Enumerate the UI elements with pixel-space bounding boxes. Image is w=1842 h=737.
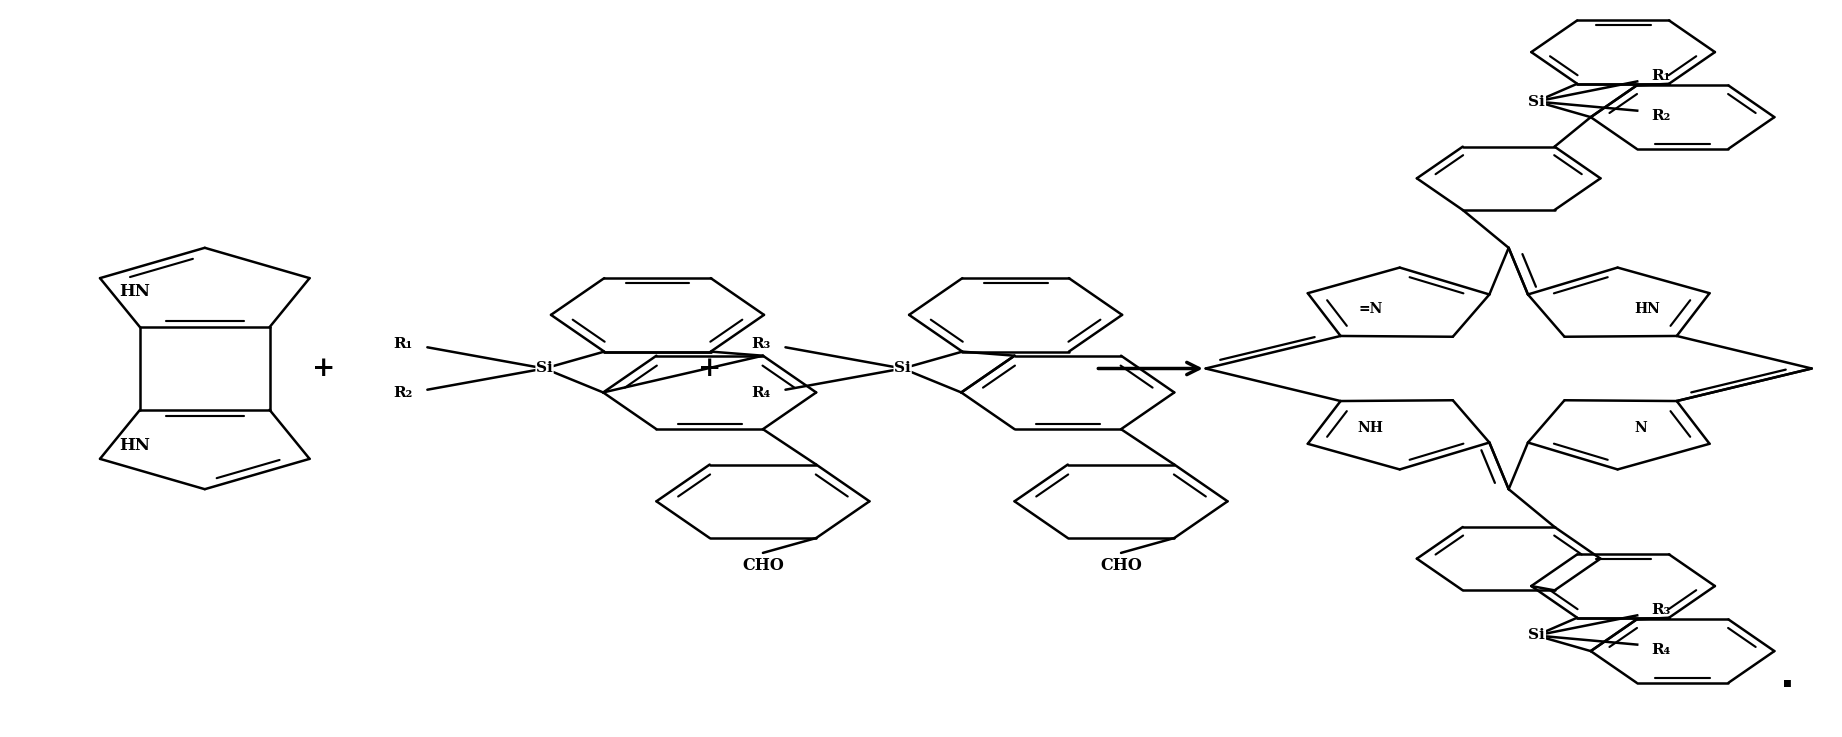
Text: CHO: CHO <box>1100 557 1142 574</box>
Text: N: N <box>1634 421 1647 435</box>
Text: HN: HN <box>1634 302 1660 316</box>
Text: +: + <box>313 355 335 382</box>
Text: Si: Si <box>1527 94 1545 108</box>
Text: HN: HN <box>120 437 151 454</box>
Text: R₁: R₁ <box>1650 69 1671 83</box>
Text: R₂: R₂ <box>1650 109 1671 123</box>
Text: HN: HN <box>120 283 151 300</box>
Text: R₄: R₄ <box>752 386 770 400</box>
Text: .: . <box>1781 657 1796 695</box>
Text: R₂: R₂ <box>394 386 413 400</box>
Text: NH: NH <box>1358 421 1383 435</box>
Text: R₃: R₃ <box>1650 603 1671 617</box>
Text: R₄: R₄ <box>1650 643 1671 657</box>
Text: Si: Si <box>1527 629 1545 643</box>
Text: +: + <box>698 355 722 382</box>
Text: CHO: CHO <box>742 557 785 574</box>
Text: Si: Si <box>536 362 553 375</box>
Text: Si: Si <box>893 362 912 375</box>
Text: R₁: R₁ <box>394 337 413 351</box>
Text: R₃: R₃ <box>752 337 770 351</box>
Text: =N: =N <box>1359 302 1383 316</box>
